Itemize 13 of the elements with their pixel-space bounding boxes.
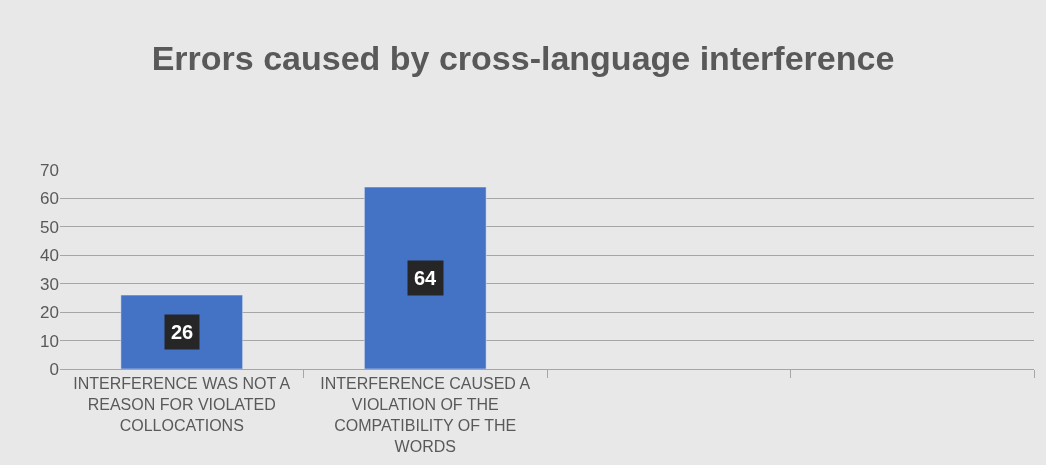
y-tick-label: 0 xyxy=(49,359,59,379)
x-tick-label: INTERFERENCE WAS NOT A REASON FOR VIOLATED COLLOCATIONS xyxy=(73,375,291,434)
data-label: 26 xyxy=(171,321,194,343)
y-tick-label: 20 xyxy=(40,303,59,323)
y-tick-label: 70 xyxy=(40,160,59,180)
y-tick-label: 40 xyxy=(40,246,59,266)
y-tick-label: 60 xyxy=(40,189,59,209)
y-tick-label: 10 xyxy=(40,331,59,351)
y-tick-label: 30 xyxy=(40,274,59,294)
chart-title: Errors caused by cross-language interference xyxy=(151,39,895,78)
data-label: 64 xyxy=(414,267,438,289)
y-tick-label: 50 xyxy=(40,217,59,237)
x-tick-label: INTERFERENCE CAUSED A VIOLATION OF THE COMPATIBILITY OF THE WORDS xyxy=(320,375,531,455)
